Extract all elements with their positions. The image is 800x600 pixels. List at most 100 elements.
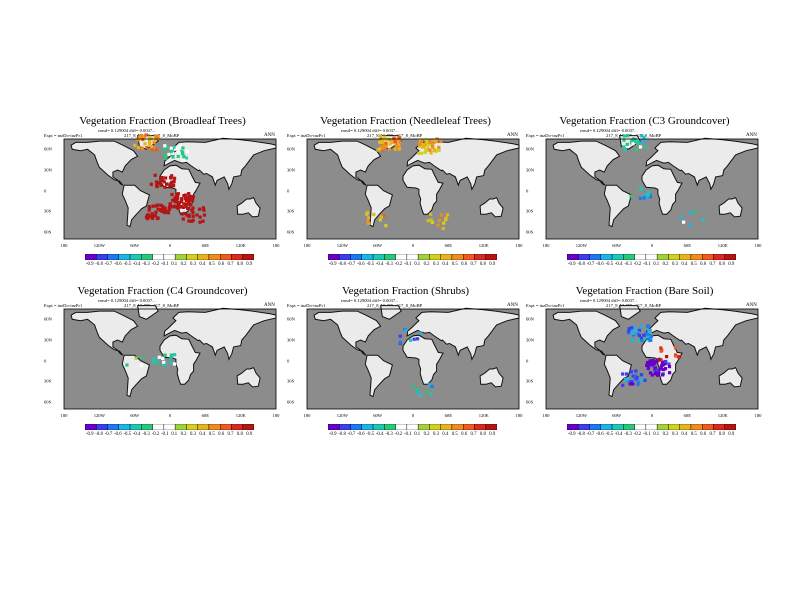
data-point xyxy=(643,193,647,198)
data-point xyxy=(201,219,205,223)
data-point xyxy=(625,377,630,381)
data-point xyxy=(175,146,180,150)
colorbar-swatch xyxy=(163,254,176,260)
data-point xyxy=(393,140,397,144)
y-tick-label: 30N xyxy=(44,167,52,173)
colorbar-label: 0.8 xyxy=(718,432,725,437)
colorbar-label: -0.2 xyxy=(151,432,160,437)
data-point xyxy=(649,359,653,364)
data-point xyxy=(182,158,186,162)
data-point xyxy=(171,155,175,159)
data-point xyxy=(662,368,666,372)
colorbar-label: 0.1 xyxy=(414,432,421,437)
continent-africa xyxy=(402,164,444,215)
colorbar-label: 0.9 xyxy=(728,262,735,267)
map-frame xyxy=(63,138,277,240)
data-point xyxy=(638,196,642,200)
x-tick-label: 120E xyxy=(235,243,246,248)
data-point xyxy=(417,142,421,147)
y-tick-label: 0 xyxy=(287,188,290,194)
map-frame xyxy=(545,138,759,240)
data-point xyxy=(172,145,176,149)
colorbar-label: -0.8 xyxy=(95,262,103,267)
data-point xyxy=(148,135,152,139)
data-point xyxy=(434,139,438,143)
data-point xyxy=(162,180,166,184)
continent-australia xyxy=(236,366,261,388)
colorbar-swatch xyxy=(219,424,232,430)
colorbar xyxy=(328,424,497,430)
data-point xyxy=(430,220,434,224)
data-point xyxy=(144,133,148,137)
y-tick-label: 60S xyxy=(44,399,52,405)
data-point xyxy=(667,365,672,369)
y-tick-label: 30S xyxy=(526,208,534,214)
continent-australia xyxy=(479,196,504,218)
colorbar-label: -0.3 xyxy=(385,432,393,437)
colorbar-swatch xyxy=(350,254,363,260)
data-point xyxy=(645,196,649,200)
data-point xyxy=(379,215,384,219)
x-tick-label: 180 xyxy=(754,243,762,248)
data-point xyxy=(653,366,658,370)
continent-eurasia xyxy=(406,307,520,361)
x-tick-label: 180 xyxy=(60,243,68,248)
colorbar-label: 0.7 xyxy=(227,262,234,267)
y-tick-label: 30S xyxy=(44,378,52,384)
x-tick-label: 60W xyxy=(130,413,140,418)
colorbar-swatch xyxy=(634,424,647,430)
continent-australia xyxy=(479,366,504,388)
data-point xyxy=(622,138,626,142)
data-point xyxy=(659,346,663,350)
colorbar-swatch xyxy=(395,424,408,430)
data-point xyxy=(631,325,636,329)
colorbar-label: 0.2 xyxy=(662,262,669,267)
data-point xyxy=(153,214,157,218)
season-label: ANN xyxy=(507,133,518,138)
colorbar-swatch xyxy=(474,254,486,260)
expt-label: Expt = tnzDo-tnzPr1 xyxy=(287,133,326,138)
colorbar-swatch xyxy=(578,424,590,430)
data-point xyxy=(393,147,397,151)
data-point xyxy=(646,190,650,194)
colorbar-swatch xyxy=(600,424,613,430)
data-point xyxy=(169,361,173,365)
data-point xyxy=(381,141,385,145)
continent-south-america xyxy=(121,184,150,228)
data-point xyxy=(624,378,628,382)
data-point xyxy=(397,135,401,139)
data-point xyxy=(366,210,370,215)
data-point xyxy=(419,331,423,335)
data-point xyxy=(191,195,195,199)
colorbar-label: 0.3 xyxy=(671,432,678,437)
colorbar-label: 0.1 xyxy=(171,262,178,267)
continent-north-america xyxy=(552,310,621,356)
data-point xyxy=(163,211,167,215)
data-point xyxy=(159,183,163,187)
colorbar-label: -0.4 xyxy=(375,432,384,437)
panel-title: Vegetation Fraction (C3 Groundcover) xyxy=(559,115,730,127)
colorbar-swatch xyxy=(417,424,430,430)
continent-south-america xyxy=(364,354,393,398)
data-point xyxy=(409,338,413,342)
continent-north-america xyxy=(70,310,139,356)
data-point xyxy=(397,147,401,151)
colorbar-swatch xyxy=(174,424,187,430)
expt-label: Expt = tnzDo-tnzPr1 xyxy=(526,303,565,308)
continent-eurasia xyxy=(645,137,759,191)
data-point xyxy=(169,151,173,155)
data-point xyxy=(659,358,663,362)
panel-title: Vegetation Fraction (Bare Soil) xyxy=(575,285,714,297)
data-point xyxy=(628,382,632,386)
colorbar-swatch xyxy=(406,254,419,260)
data-point xyxy=(177,201,182,205)
data-point xyxy=(154,148,159,152)
data-point xyxy=(143,142,147,146)
data-point xyxy=(182,202,186,206)
data-point xyxy=(636,380,640,384)
data-point xyxy=(152,140,156,145)
data-point xyxy=(169,353,173,357)
data-point xyxy=(173,176,177,180)
data-point xyxy=(148,205,152,209)
data-point xyxy=(387,138,392,142)
